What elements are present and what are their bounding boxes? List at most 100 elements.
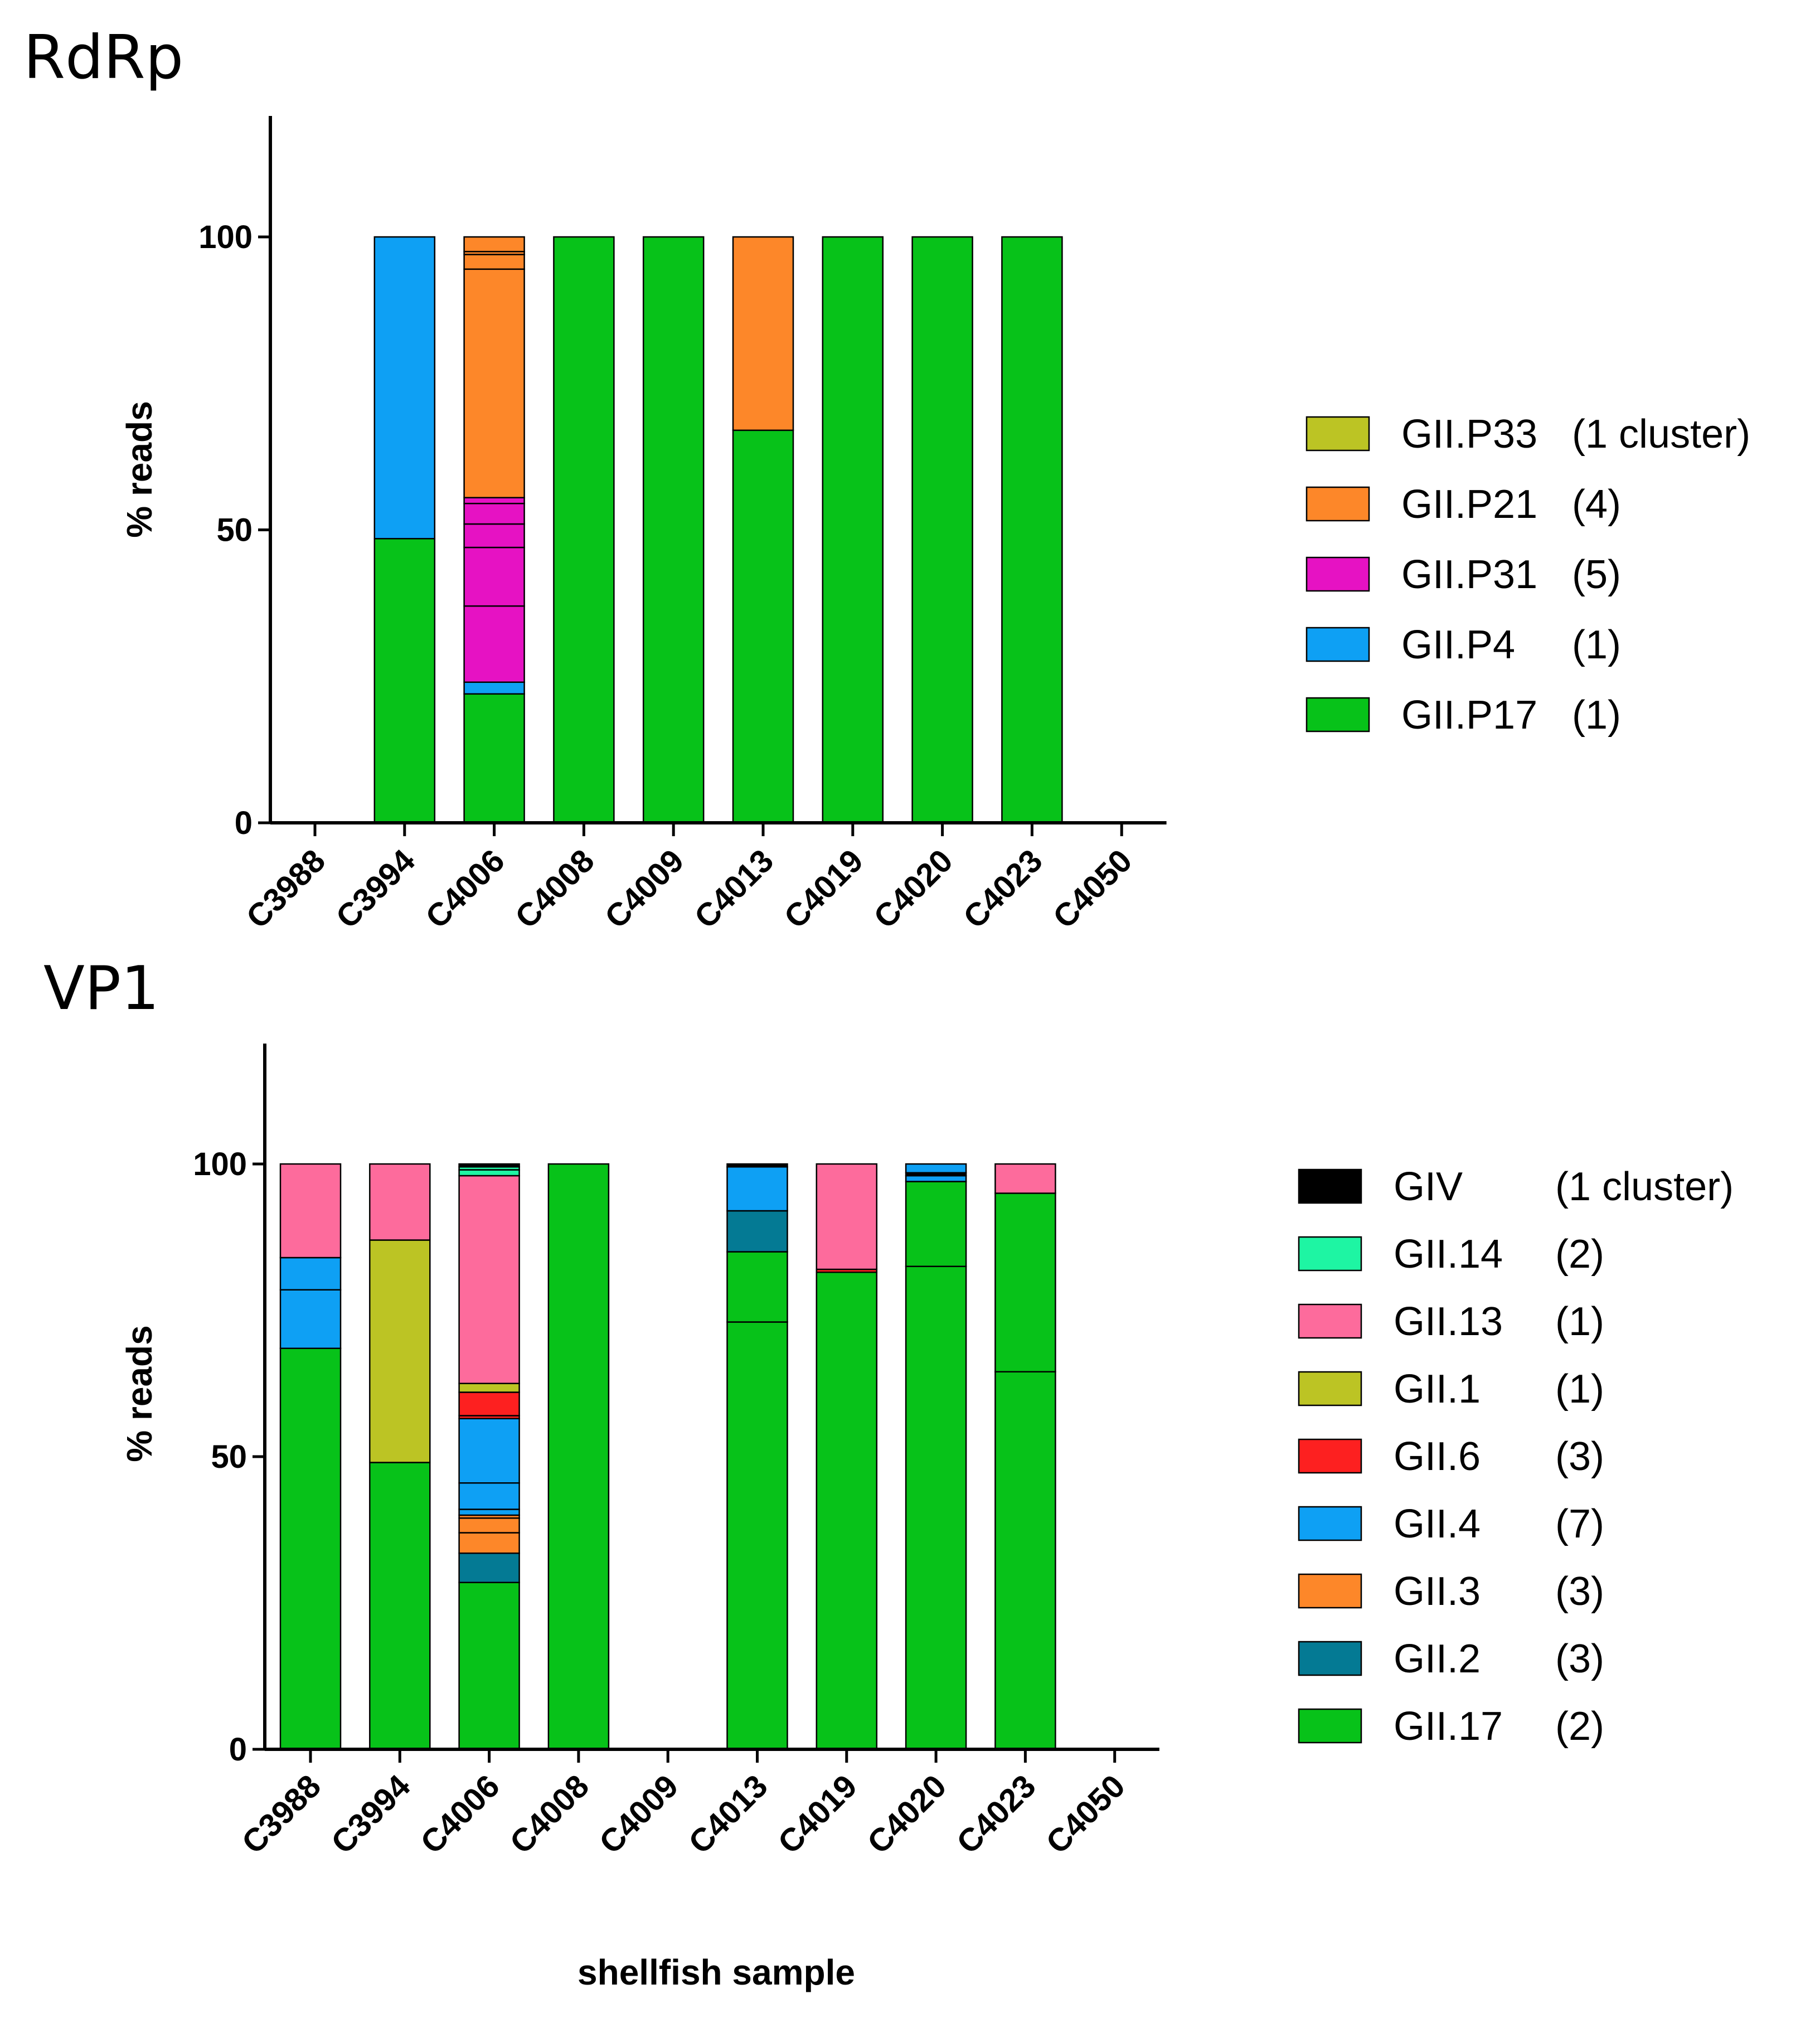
vp1-legend-count-GII.2: (3) bbox=[1555, 1637, 1604, 1681]
vp1-legend-count-GII.3: (3) bbox=[1555, 1569, 1604, 1614]
vp1-bar-C4006-GII.6-seg-9 bbox=[458, 1391, 520, 1417]
vp1-y-tick-label-0: 0 bbox=[229, 1731, 247, 1768]
vp1-panel: VP1 % reads 050100C3988C3994C4006C4008C4… bbox=[43, 954, 1734, 1861]
rdrp-legend-count-GII.P33: (1 cluster) bbox=[1572, 412, 1750, 457]
vp1-y-tick-label-50: 50 bbox=[211, 1439, 247, 1475]
rdrp-legend-count-GII.P4: (1) bbox=[1572, 623, 1621, 667]
vp1-legend: GIV (1 cluster) GII.14 (2) GII.13 (1) GII.1 (1)… bbox=[1298, 1165, 1734, 1749]
vp1-bar-C4006-GII.14-seg-12 bbox=[458, 1169, 520, 1177]
vp1-bar-C4006-GII.4-seg-6 bbox=[458, 1482, 520, 1510]
vp1-bar-C4013-GII.2-seg-2 bbox=[726, 1210, 788, 1253]
vp1-bar-C4019-GII.13-seg-2 bbox=[816, 1163, 878, 1270]
vp1-bar-C3994-GII.13-seg-2 bbox=[369, 1163, 431, 1241]
vp1-bar-C4013-GII.4-seg-3 bbox=[726, 1166, 788, 1212]
vp1-bar-C3988-GII.17-seg-0 bbox=[279, 1347, 342, 1750]
rdrp-bar-C4006-GII.P21-seg-8 bbox=[463, 254, 525, 270]
vp1-legend-swatch-GII.6 bbox=[1298, 1438, 1362, 1474]
rdrp-bar-C4019-GII.P17-seg-0 bbox=[822, 236, 884, 824]
rdrp-legend: GII.P33 (1 cluster) GII.P21 (4) GII.P31 (5) GI… bbox=[1305, 412, 1750, 738]
vp1-bar-C3994-GII.17-seg-0 bbox=[369, 1462, 431, 1750]
rdrp-legend-count-GII.P21: (4) bbox=[1572, 482, 1621, 527]
vp1-bar-C4013-GII.17-seg-1 bbox=[726, 1251, 788, 1323]
vp1-legend-count-GII.14: (2) bbox=[1555, 1232, 1604, 1277]
vp1-legend-label-GII.3: GII.3 bbox=[1394, 1569, 1481, 1614]
vp1-bar-C4023-GII.17-seg-1 bbox=[994, 1192, 1056, 1372]
vp1-legend-label-GIV: GIV bbox=[1394, 1165, 1463, 1209]
rdrp-legend-label-GII.P21: GII.P21 bbox=[1401, 482, 1537, 527]
rdrp-legend-count-GII.P31: (5) bbox=[1572, 552, 1621, 597]
vp1-bar-C4006-GII.1-seg-10 bbox=[458, 1382, 520, 1393]
rdrp-bar-C4006-GII.P31-seg-3 bbox=[463, 546, 525, 607]
vp1-bar-C4023-GII.13-seg-2 bbox=[994, 1163, 1056, 1194]
rdrp-legend-count-GII.P17: (1) bbox=[1572, 693, 1621, 738]
vp1-bar-C4020-GII.17-seg-0 bbox=[905, 1265, 967, 1750]
rdrp-bar-C4013-GII.P21-seg-1 bbox=[732, 236, 794, 431]
vp1-bar-C4006-GII.3-seg-3 bbox=[458, 1517, 520, 1534]
vp1-legend-count-GII.17: (2) bbox=[1555, 1704, 1604, 1749]
rdrp-legend-swatch-GII.P17 bbox=[1305, 697, 1370, 733]
vp1-legend-label-GII.2: GII.2 bbox=[1394, 1637, 1481, 1681]
vp1-bar-C4020-GII.4-seg-4 bbox=[905, 1163, 967, 1173]
rdrp-axes bbox=[269, 116, 1167, 824]
vp1-legend-label-GII.1: GII.1 bbox=[1394, 1367, 1481, 1411]
rdrp-legend-label-GII.P33: GII.P33 bbox=[1401, 412, 1537, 457]
vp1-y-axis-label: % reads bbox=[119, 1325, 159, 1462]
rdrp-bars bbox=[373, 236, 1063, 824]
rdrp-y-axis-label: % reads bbox=[119, 401, 159, 537]
vp1-bar-C3988-GII.4-seg-1 bbox=[279, 1289, 342, 1349]
vp1-legend-swatch-GII.2 bbox=[1298, 1641, 1362, 1676]
rdrp-legend-label-GII.P31: GII.P31 bbox=[1401, 552, 1537, 597]
vp1-legend-count-GII.13: (1) bbox=[1555, 1299, 1604, 1344]
vp1-bar-C4023-GII.17-seg-0 bbox=[994, 1371, 1056, 1750]
vp1-bar-C4006-GIV-seg-14 bbox=[458, 1163, 520, 1168]
rdrp-legend-swatch-GII.P21 bbox=[1305, 486, 1370, 522]
vp1-bar-C4008-GII.17-seg-0 bbox=[547, 1163, 610, 1750]
rdrp-bar-C4006-GII.P31-seg-5 bbox=[463, 502, 525, 525]
vp1-legend-swatch-GIV bbox=[1298, 1168, 1362, 1204]
vp1-bar-C4013-GII.17-seg-0 bbox=[726, 1321, 788, 1750]
vp1-legend-swatch-GII.13 bbox=[1298, 1303, 1362, 1339]
rdrp-bar-C4009-GII.P17-seg-0 bbox=[642, 236, 705, 824]
rdrp-bar-C4006-GII.P31-seg-4 bbox=[463, 523, 525, 549]
vp1-legend-label-GII.14: GII.14 bbox=[1394, 1232, 1503, 1277]
vp1-legend-swatch-GII.14 bbox=[1298, 1236, 1362, 1272]
vp1-y-tick-label-100: 100 bbox=[193, 1146, 247, 1182]
vp1-axes bbox=[263, 1044, 1159, 1751]
rdrp-bar-C4020-GII.P17-seg-0 bbox=[911, 236, 973, 824]
vp1-bar-C3988-GII.4-seg-2 bbox=[279, 1257, 342, 1291]
rdrp-legend-label-GII.P4: GII.P4 bbox=[1401, 623, 1515, 667]
rdrp-bar-C4023-GII.P17-seg-0 bbox=[1001, 236, 1063, 824]
vp1-bar-C3994-GII.1-seg-1 bbox=[369, 1239, 431, 1463]
vp1-legend-swatch-GII.3 bbox=[1298, 1573, 1362, 1609]
rdrp-bar-C4006-GII.P21-seg-10 bbox=[463, 236, 525, 253]
vp1-legend-swatch-GII.17 bbox=[1298, 1708, 1362, 1744]
rdrp-bar-C4013-GII.P17-seg-0 bbox=[732, 429, 794, 824]
rdrp-legend-swatch-GII.P4 bbox=[1305, 627, 1370, 662]
vp1-legend-label-GII.17: GII.17 bbox=[1394, 1704, 1503, 1749]
vp1-bar-C4020-GII.4-seg-2 bbox=[905, 1175, 967, 1182]
vp1-bar-C4006-GII.4-seg-5 bbox=[458, 1508, 520, 1516]
vp1-bar-C4019-GII.17-seg-0 bbox=[816, 1272, 878, 1750]
vp1-legend-swatch-GII.1 bbox=[1298, 1371, 1362, 1406]
vp1-bars bbox=[279, 1163, 1056, 1750]
vp1-bar-C3988-GII.13-seg-3 bbox=[279, 1163, 342, 1259]
vp1-legend-count-GII.4: (7) bbox=[1555, 1502, 1604, 1546]
rdrp-bar-C4006-GII.P21-seg-7 bbox=[463, 268, 525, 498]
vp1-legend-count-GII.6: (3) bbox=[1555, 1434, 1604, 1479]
rdrp-bar-C4006-GII.P4-seg-1 bbox=[463, 681, 525, 695]
rdrp-bar-C4006-GII.P31-seg-6 bbox=[463, 497, 525, 504]
vp1-legend-count-GII.1: (1) bbox=[1555, 1367, 1604, 1411]
rdrp-panel-title: RdRp bbox=[23, 23, 183, 93]
vp1-bar-C4006-GII.17-seg-0 bbox=[458, 1582, 520, 1750]
rdrp-legend-swatch-GII.P33 bbox=[1305, 416, 1370, 452]
rdrp-legend-swatch-GII.P31 bbox=[1305, 556, 1370, 592]
vp1-panel-title: VP1 bbox=[43, 954, 159, 1023]
vp1-legend-label-GII.4: GII.4 bbox=[1394, 1502, 1481, 1546]
vp1-bar-C4006-GII.4-seg-7 bbox=[458, 1418, 520, 1484]
vp1-legend-swatch-GII.4 bbox=[1298, 1506, 1362, 1541]
rdrp-bar-C3994-GII.P4-seg-1 bbox=[373, 236, 436, 540]
vp1-bar-C4006-GII.3-seg-2 bbox=[458, 1532, 520, 1554]
vp1-legend-label-GII.6: GII.6 bbox=[1394, 1434, 1481, 1479]
x-axis-label: shellfish sample bbox=[577, 1952, 855, 1992]
